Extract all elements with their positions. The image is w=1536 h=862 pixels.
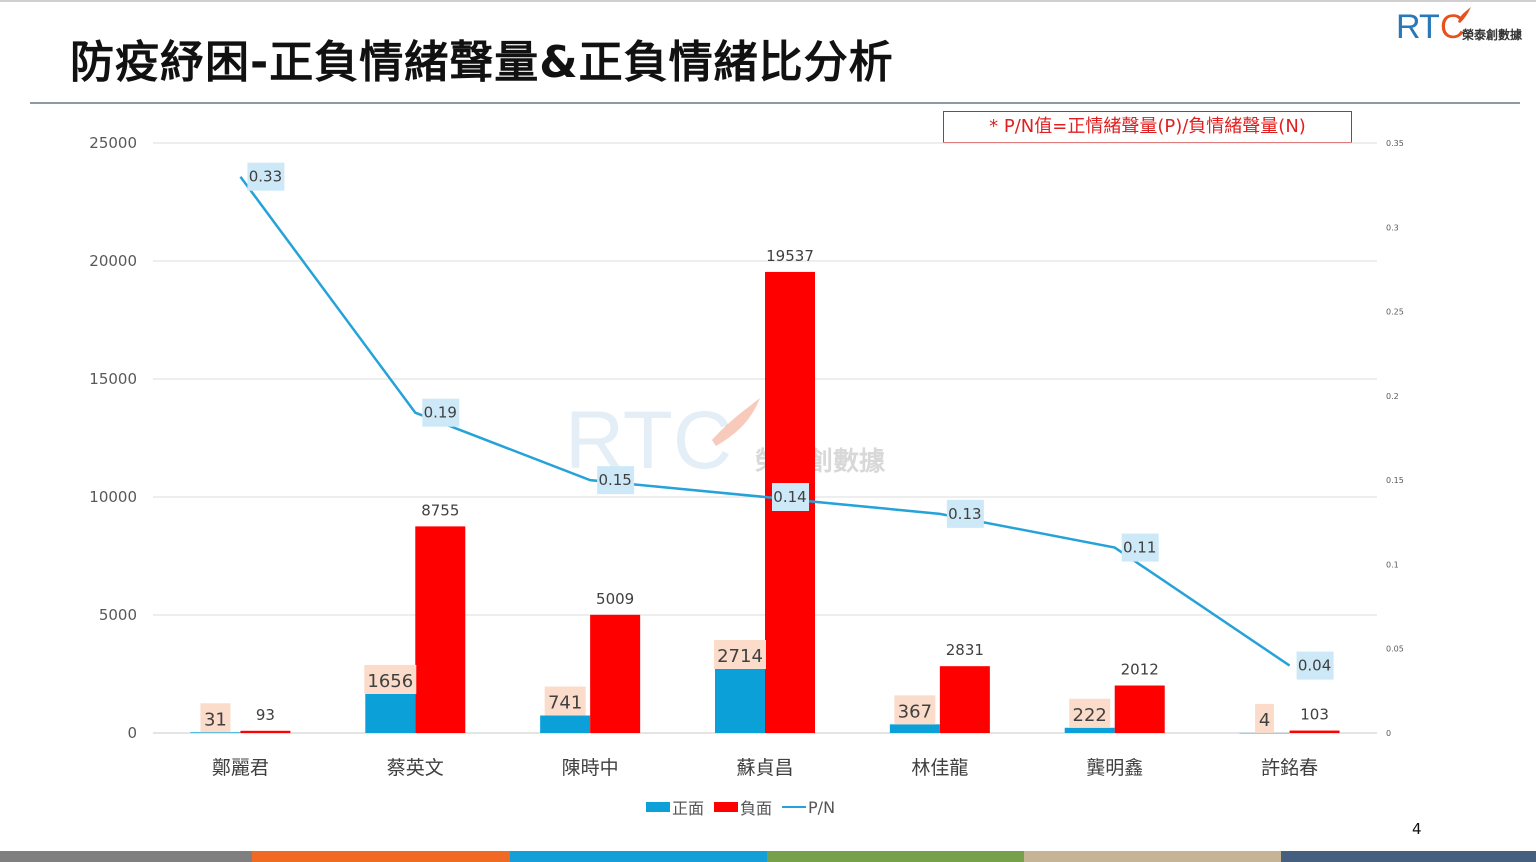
pn-label-bg	[422, 398, 460, 427]
logo-flame-icon	[1458, 7, 1471, 23]
bar-negative	[590, 614, 641, 733]
logo-text: 榮泰創數據	[1462, 28, 1523, 42]
bar-positive	[1064, 727, 1115, 733]
pn-label-bg	[1296, 651, 1334, 680]
bar-positive	[1239, 732, 1290, 734]
title-divider	[30, 102, 1520, 104]
y2-tick-label: 0.3	[1386, 223, 1399, 232]
footer-segment	[1024, 851, 1281, 862]
y-tick-label: 15000	[89, 370, 137, 388]
bar-negative-label: 2831	[946, 641, 984, 659]
bar-positive-label-bg	[894, 695, 936, 725]
category-label: 許銘春	[1261, 757, 1318, 779]
pn-label: 0.13	[948, 505, 981, 523]
category-label: 龔明鑫	[1086, 756, 1143, 779]
legend-swatch	[646, 802, 670, 812]
category-label: 蔡英文	[387, 757, 444, 779]
bar-negative-label: 19537	[766, 247, 814, 265]
y2-tick-label: 0.2	[1386, 392, 1399, 401]
bar-negative-label: 5009	[596, 590, 634, 608]
logo-letter-c: C	[1440, 8, 1465, 46]
y2-tick-label: 0.05	[1386, 645, 1404, 654]
bar-positive	[365, 693, 416, 733]
bar-positive-label: 4	[1259, 710, 1270, 731]
pn-label-bg	[946, 499, 984, 528]
category-label: 陳時中	[562, 757, 619, 779]
y-tick-label: 5000	[99, 606, 137, 624]
pn-label-bg	[1121, 533, 1159, 562]
pn-label: 0.11	[1123, 539, 1156, 557]
slide-title: 防疫紓困-正負情緒聲量&正負情緒比分析	[70, 37, 894, 88]
footer-segment	[767, 851, 1024, 862]
bar-negative-label: 103	[1300, 706, 1329, 724]
bar-positive	[715, 668, 765, 733]
bar-positive-label-bg	[714, 639, 766, 669]
bar-positive-label: 741	[548, 693, 582, 714]
y2-tick-label: 0.1	[1386, 560, 1399, 569]
legend-item: P/N	[782, 798, 835, 817]
category-label: 鄭麗君	[212, 757, 269, 779]
pn-label: 0.33	[249, 168, 282, 186]
bar-positive	[190, 732, 241, 733]
bar-positive-label-bg	[1255, 703, 1275, 733]
bar-negative	[939, 666, 990, 733]
pn-label-bg	[772, 483, 809, 511]
watermark-letters: RTC	[565, 395, 732, 486]
category-label: 林佳龍	[911, 757, 968, 779]
top-border	[0, 0, 1536, 2]
bar-positive-label: 1656	[367, 671, 413, 692]
bar-positive-label: 2714	[717, 646, 763, 667]
bar-positive-label-bg	[364, 664, 417, 694]
watermark-flame-icon	[712, 398, 760, 446]
bar-negative	[415, 526, 466, 733]
logo-letters: RT	[1396, 8, 1440, 46]
legend-label: P/N	[808, 797, 836, 817]
pn-label: 0.04	[1298, 657, 1331, 675]
pn-label: 0.19	[424, 404, 457, 422]
bar-positive-label-bg	[200, 703, 231, 733]
pn-line	[239, 175, 1291, 667]
footer-segment	[0, 851, 252, 862]
bar-positive	[889, 724, 940, 733]
footer-segment	[252, 851, 510, 862]
legend-label: 正面	[672, 799, 705, 818]
bar-negative-label: 2012	[1121, 661, 1159, 679]
bar-positive-label-bg	[544, 686, 586, 716]
y-tick-label: 20000	[89, 252, 137, 270]
pn-label-bg	[247, 162, 285, 191]
legend-item: 負面	[714, 795, 772, 819]
pn-label: 0.15	[598, 471, 631, 489]
bar-negative	[1114, 685, 1165, 733]
bar-negative	[1289, 730, 1340, 733]
bar-negative-label: 8755	[421, 501, 459, 519]
footer-segment	[1281, 851, 1536, 862]
rtc-logo: RT C 榮泰創數據	[1396, 6, 1532, 46]
y-tick-label: 10000	[89, 488, 137, 506]
y2-tick-label: 0.25	[1386, 308, 1404, 317]
bar-positive-label: 222	[1073, 705, 1107, 726]
y2-tick-label: 0.15	[1386, 476, 1404, 485]
chart-legend: 正面 負面 P/N	[646, 795, 845, 819]
footer-color-bar	[0, 851, 1536, 862]
bar-positive-label: 31	[204, 709, 227, 730]
legend-item: 正面	[646, 795, 704, 819]
bar-negative-label: 93	[256, 706, 275, 724]
footer-segment	[510, 851, 767, 862]
category-label: 蘇貞昌	[736, 757, 793, 779]
legend-label: 負面	[740, 799, 773, 818]
bar-positive-label: 367	[898, 701, 932, 722]
legend-swatch	[714, 802, 739, 812]
bar-negative	[240, 730, 291, 733]
y2-tick-label: 0.35	[1386, 139, 1404, 148]
legend-swatch	[782, 806, 807, 808]
y-tick-label: 0	[127, 724, 137, 742]
y-tick-label: 25000	[89, 134, 137, 152]
y2-tick-label: 0	[1386, 729, 1391, 738]
bar-positive	[540, 715, 591, 733]
pn-label-bg	[597, 466, 635, 495]
page-number: 4	[1412, 820, 1422, 838]
pn-label: 0.14	[773, 488, 806, 506]
bar-positive-label-bg	[1069, 698, 1111, 728]
